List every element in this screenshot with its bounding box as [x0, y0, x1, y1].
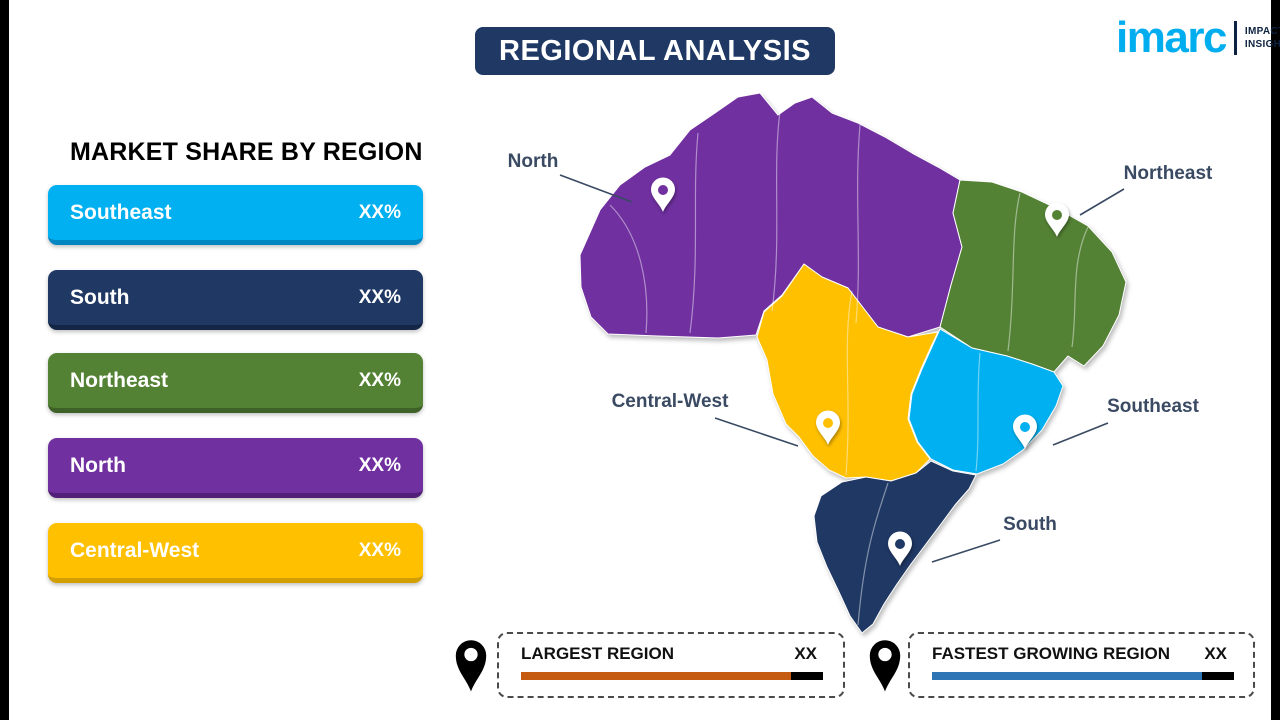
state-border-lines — [609, 110, 1089, 626]
logo-tagline: IMPACTFUL INSIGHTS — [1245, 25, 1280, 51]
map-label-central-west: Central-West — [612, 391, 730, 412]
fastest-growing-region-bar — [932, 672, 1234, 680]
map-labels: North Northeast Central-West Southeast S… — [508, 151, 1213, 563]
central-west-leader-line — [714, 417, 799, 447]
fastest-growing-region-bar-end — [1202, 672, 1234, 680]
map-label-north: North — [508, 151, 559, 172]
share-bar-label: Southeast — [70, 200, 172, 224]
largest-region-value: XX — [794, 644, 817, 663]
fastest-growing-region-bar-fill — [932, 672, 1202, 680]
share-bar-label: South — [70, 285, 130, 309]
north-pin-icon — [651, 177, 675, 212]
map-region-north — [579, 92, 963, 339]
logo-tagline-line1: IMPACTFUL — [1244, 26, 1280, 37]
fastest-growing-region-label: FASTEST GROWING REGION — [932, 644, 1171, 663]
map-label-northeast: Northeast — [1124, 163, 1213, 184]
share-bar-value: XX% — [358, 286, 401, 308]
fastest-growing-region-value: XX — [1204, 644, 1227, 663]
map-label-south: South — [1003, 514, 1057, 535]
brazil-map: North Northeast Central-West Southeast S… — [508, 92, 1213, 634]
share-bar-label: Central-West — [70, 538, 200, 562]
largest-region-bar-end — [791, 672, 823, 680]
imarc-logo: imarc IMPACTFUL INSIGHTS — [1116, 16, 1280, 60]
south-leader-line — [931, 539, 1001, 563]
map-pins — [651, 177, 1069, 566]
fastest-growing-region-box: FASTEST GROWING REGION XX — [908, 632, 1255, 698]
share-bar-value: XX% — [358, 454, 401, 476]
largest-region-box: LARGEST REGION XX — [497, 632, 845, 698]
share-bar-northeast: Northeast XX% — [48, 353, 423, 413]
largest-region-bar-fill — [521, 672, 791, 680]
logo-divider — [1233, 21, 1237, 55]
southeast-pin-icon — [1013, 414, 1037, 449]
left-border — [0, 0, 9, 720]
share-bar-value: XX% — [358, 369, 401, 391]
largest-region-bar — [521, 672, 823, 680]
southeast-leader-line — [1052, 422, 1109, 446]
logo-tagline-line2: INSIGHTS — [1244, 39, 1280, 50]
north-leader-line — [559, 174, 633, 203]
share-bar-label: Northeast — [70, 368, 169, 392]
share-bar-central-west: Central-West XX% — [48, 523, 423, 583]
largest-region-label: LARGEST REGION — [521, 644, 675, 663]
right-border — [1271, 0, 1280, 720]
largest-region-pin-icon — [455, 640, 487, 692]
share-bar-southeast: Southeast XX% — [48, 185, 423, 245]
share-bar-label: North — [70, 453, 126, 477]
map-regions — [579, 92, 1127, 634]
imarc-logo-text: imarc — [1116, 13, 1227, 62]
share-bar-value: XX% — [358, 539, 401, 561]
page-title: REGIONAL ANALYSIS — [475, 27, 835, 75]
south-pin-icon — [888, 531, 912, 566]
share-bar-north: North XX% — [48, 438, 423, 498]
map-region-northeast — [939, 179, 1127, 373]
central-west-pin-icon — [816, 410, 840, 445]
map-label-southeast: Southeast — [1107, 396, 1200, 417]
share-bar-south: South XX% — [48, 270, 423, 330]
fastest-growing-pin-icon — [869, 640, 901, 692]
share-bar-value: XX% — [358, 201, 401, 223]
market-share-heading: MARKET SHARE BY REGION — [70, 138, 423, 166]
northeast-leader-line — [1079, 188, 1125, 216]
northeast-pin-icon — [1045, 202, 1069, 237]
